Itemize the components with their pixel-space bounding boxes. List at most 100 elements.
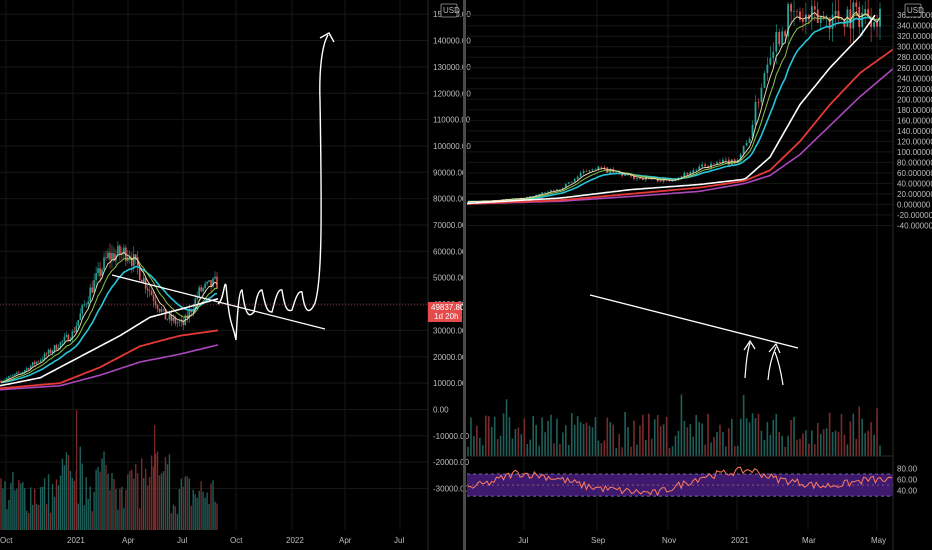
right-volume-bar <box>692 436 695 456</box>
right-volume-bar <box>769 434 772 456</box>
right-volume-bar <box>502 413 505 456</box>
left-candle-body <box>63 336 66 341</box>
right-volume-bar <box>576 416 579 456</box>
left-candle-body <box>4 379 6 381</box>
right-volume-bar <box>559 444 561 456</box>
right-volume-bar <box>636 444 638 456</box>
left-volume-bar <box>154 453 157 530</box>
right-candle-body <box>689 172 692 175</box>
left-volume-bar <box>30 487 32 530</box>
left-candle-body <box>91 287 93 293</box>
left-volume-bar <box>140 458 143 530</box>
left-candle-body <box>97 268 99 274</box>
left-volume-bar <box>32 504 34 530</box>
right-y-tick-label: 100.000000 <box>897 148 932 157</box>
left-y-axis[interactable]: 150000.00140000.00130000.00120000.001100… <box>433 10 471 493</box>
left-volume-bar <box>0 478 2 530</box>
right-y-axis[interactable]: 360.000000340.000000320.000000300.000000… <box>897 11 932 230</box>
left-candle-body <box>148 290 151 292</box>
right-moving-averages <box>466 11 894 205</box>
right-volume-bar <box>710 442 712 456</box>
right-candle-body <box>787 4 790 37</box>
left-candle-body <box>210 280 212 287</box>
right-y-tick-label: -20.000000 <box>897 211 932 220</box>
right-volume-bar <box>562 432 564 456</box>
left-volume-bar <box>24 488 26 530</box>
rsi-y-axis[interactable]: 80.00 60.00 40.00 <box>897 465 918 496</box>
right-candle-body <box>630 174 632 177</box>
left-candle-body <box>216 276 218 289</box>
up-arrow-icon <box>774 351 784 386</box>
right-volume-bar <box>627 427 629 456</box>
left-candle-body <box>194 298 197 310</box>
right-candle-body <box>594 168 597 170</box>
panel-divider[interactable] <box>463 0 466 550</box>
left-candle-body <box>81 305 84 314</box>
right-volume-bar <box>482 445 484 456</box>
left-y-tick-label: -20000.00 <box>433 458 470 467</box>
left-volume-bar <box>148 477 151 530</box>
left-volume-bar <box>146 485 149 530</box>
right-candle-body <box>671 180 674 182</box>
right-x-tick-label: Jul <box>518 536 528 545</box>
left-candle-body <box>176 322 179 324</box>
right-volume-bar <box>588 425 591 456</box>
left-candle-body <box>129 257 131 260</box>
right-currency-label: USD <box>907 6 924 15</box>
right-candle-body <box>775 32 778 52</box>
right-volume-bar <box>813 444 816 456</box>
right-grid <box>467 0 893 530</box>
left-volume-bar <box>216 503 218 530</box>
left-volume-bar <box>137 473 139 530</box>
right-volume-bar <box>514 429 517 456</box>
right-y-tick-label: 60.000000 <box>897 169 932 178</box>
right-volume-bar <box>597 440 600 456</box>
left-volume-bar <box>91 511 93 530</box>
right-volume-bar <box>570 413 573 456</box>
left-volume-bar <box>172 504 175 530</box>
right-volume-bar <box>695 414 698 456</box>
left-candle-body <box>156 305 159 309</box>
right-y-tick-label: 260.000000 <box>897 64 932 73</box>
right-x-axis: Jul Sep Nov 2021 Mar May <box>518 536 886 545</box>
left-candle-body <box>37 361 40 363</box>
left-x-tick-label: Jul <box>394 536 404 545</box>
right-volume-bar <box>689 424 692 456</box>
left-volume-bar <box>47 474 50 530</box>
left-volume-bar <box>158 475 161 530</box>
left-y-tick-label: 110000.00 <box>433 116 471 125</box>
right-volume-bar <box>864 433 866 456</box>
right-volume-bar <box>713 436 715 456</box>
right-y-tick-label: -40.000000 <box>897 221 932 230</box>
left-candle-body <box>113 253 115 261</box>
right-candle-body <box>784 31 787 37</box>
right-candle-body <box>698 166 701 170</box>
right-volume-bar <box>811 430 813 456</box>
left-volume-bar <box>170 513 173 530</box>
left-volume-bar <box>184 476 186 530</box>
right-volume-bar <box>879 445 881 456</box>
right-volume-bar <box>505 399 508 456</box>
right-candle-body <box>532 195 535 197</box>
left-candle-body <box>65 334 68 337</box>
left-candle-body <box>99 268 101 276</box>
right-volume-bar <box>547 420 549 456</box>
right-volume-bar <box>680 394 683 456</box>
right-volume-bar <box>511 438 514 456</box>
right-volume-bar <box>828 412 831 456</box>
right-currency-box <box>904 3 922 18</box>
left-volume-bar <box>210 483 212 530</box>
left-volume-bar <box>95 469 97 530</box>
left-volume-bar <box>204 497 206 530</box>
left-candle-body <box>162 308 165 310</box>
left-candle-body <box>89 287 91 302</box>
left-candle-body <box>103 257 105 270</box>
right-volume-bar <box>630 446 632 456</box>
left-candle-body <box>178 321 181 323</box>
right-candle-body <box>547 191 549 193</box>
left-volume-bar <box>166 464 169 530</box>
right-volume-bar <box>621 447 623 456</box>
right-candle-body <box>553 190 555 191</box>
